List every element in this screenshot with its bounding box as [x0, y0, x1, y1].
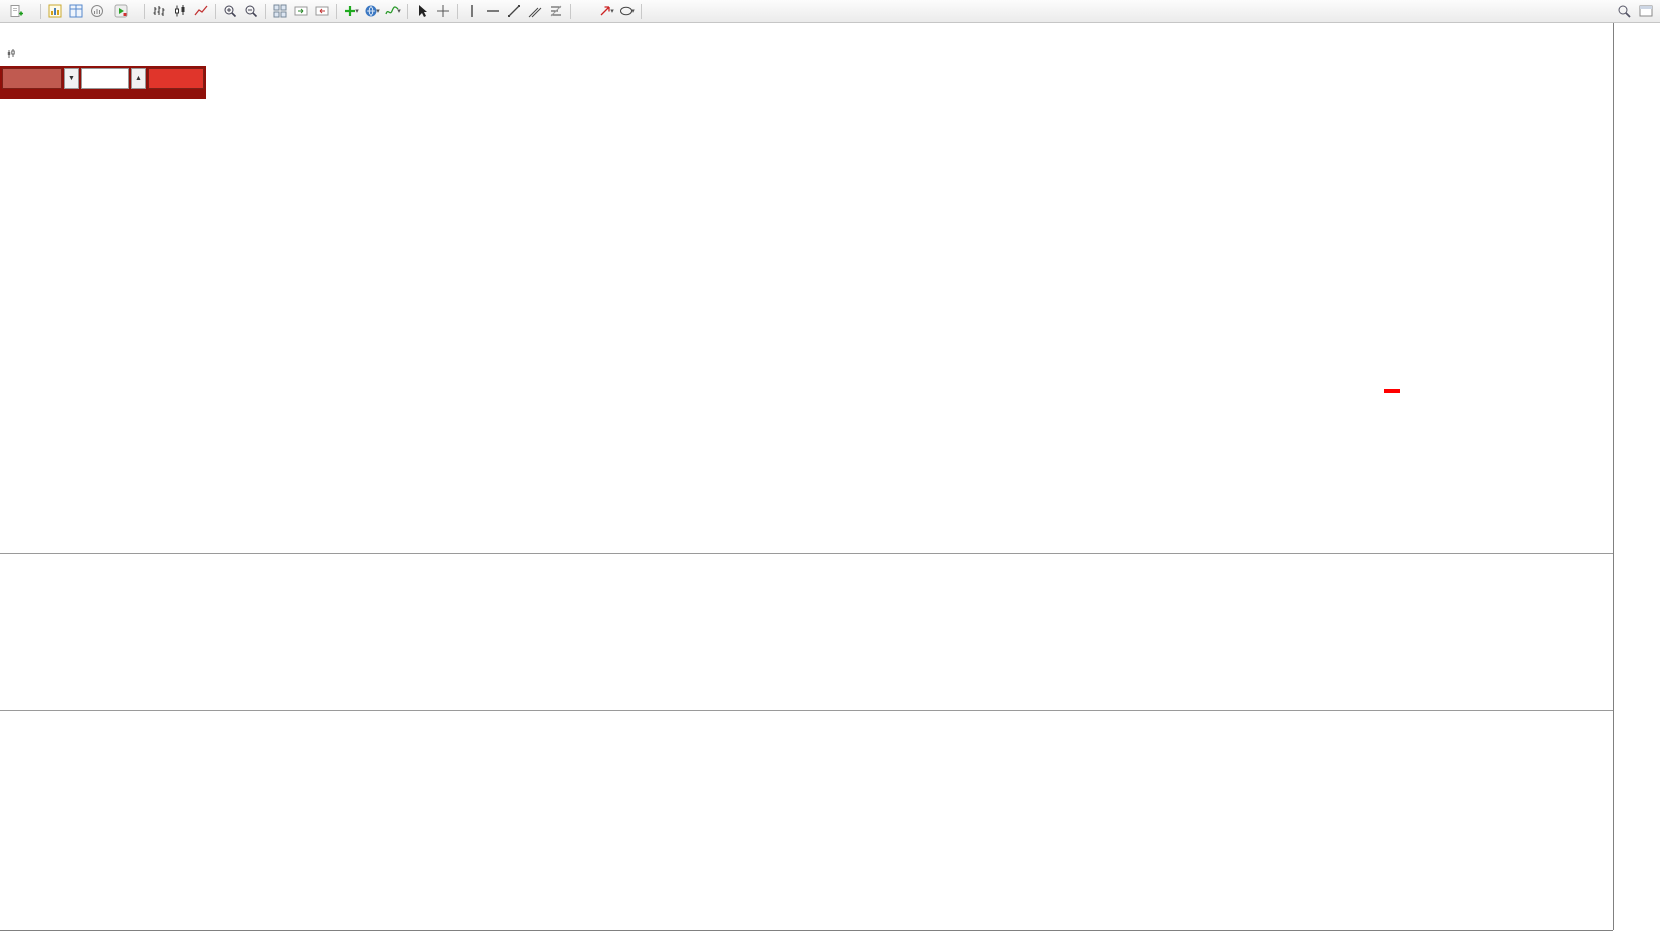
- dropdown-arrow-icon: ▾: [355, 8, 359, 15]
- chart-canvas[interactable]: ▼ ▲: [0, 22, 1660, 944]
- cursor-icon[interactable]: [412, 2, 432, 20]
- pane-separator[interactable]: [0, 553, 1613, 554]
- toolbar-separator: [265, 3, 266, 19]
- toolbar-right-group: [1614, 2, 1656, 20]
- dock-panel-icon[interactable]: [1636, 2, 1656, 20]
- triangle-down-icon: ▼: [68, 75, 75, 82]
- chart-window-icon: [5, 48, 17, 60]
- toolbar-separator: [457, 3, 458, 19]
- tile-windows-icon[interactable]: [270, 2, 290, 20]
- zoom-out-icon[interactable]: [241, 2, 261, 20]
- volume-decrease-button[interactable]: ▼: [64, 68, 79, 89]
- volume-input[interactable]: [82, 69, 128, 88]
- new-chart-dropdown[interactable]: ▾: [341, 2, 361, 20]
- one-click-trading-panel: ▼ ▲: [0, 66, 206, 99]
- toolbar: ▾ ▾ ▾ ▾: [0, 0, 1660, 23]
- channel-icon[interactable]: [525, 2, 545, 20]
- vertical-line-icon[interactable]: [462, 2, 482, 20]
- toolbar-separator: [40, 3, 41, 19]
- toolbar-separator: [336, 3, 337, 19]
- volume-increase-button[interactable]: ▲: [131, 68, 146, 89]
- time-axis[interactable]: [0, 930, 1613, 944]
- line-chart-icon[interactable]: [191, 2, 211, 20]
- market-watch-icon[interactable]: [66, 2, 86, 20]
- charts-icon[interactable]: [45, 2, 65, 20]
- chart-plot: [0, 22, 1660, 944]
- trendline-icon[interactable]: [504, 2, 524, 20]
- volume-field: [81, 68, 129, 89]
- level-price-callout[interactable]: [1384, 389, 1400, 393]
- toolbar-separator: [144, 3, 145, 19]
- candlestick-chart-icon[interactable]: [170, 2, 190, 20]
- arrow-tool-dropdown[interactable]: ▾: [596, 2, 616, 20]
- toolbar-separator: [641, 3, 642, 19]
- pane-separator[interactable]: [0, 710, 1613, 711]
- shapes-tool-dropdown[interactable]: ▾: [617, 2, 637, 20]
- new-order-button[interactable]: [4, 0, 36, 22]
- autotrading-button[interactable]: [108, 0, 140, 22]
- chart-title: [5, 48, 47, 60]
- bar-chart-icon[interactable]: [149, 2, 169, 20]
- price-axis[interactable]: [1613, 22, 1660, 930]
- sell-price: [2, 89, 103, 97]
- chart-shift-icon[interactable]: [312, 2, 332, 20]
- dropdown-arrow-icon: ▾: [376, 8, 380, 15]
- search-icon[interactable]: [1614, 2, 1634, 20]
- new-order-icon: [7, 2, 27, 20]
- data-window-icon[interactable]: [87, 2, 107, 20]
- auto-scroll-icon[interactable]: [291, 2, 311, 20]
- dropdown-arrow-icon: ▾: [397, 8, 401, 15]
- toolbar-separator: [570, 3, 571, 19]
- crosshair-icon[interactable]: [433, 2, 453, 20]
- fibonacci-icon[interactable]: [546, 2, 566, 20]
- triangle-up-icon: ▲: [135, 75, 142, 82]
- buy-button[interactable]: [148, 68, 204, 89]
- profiles-dropdown[interactable]: ▾: [362, 2, 382, 20]
- buy-price: [103, 89, 204, 97]
- toolbar-separator: [215, 3, 216, 19]
- horizontal-line-icon[interactable]: [483, 2, 503, 20]
- autotrading-icon: [111, 2, 131, 20]
- text-tool-button[interactable]: [575, 2, 595, 20]
- sell-button[interactable]: [2, 68, 62, 89]
- toolbar-separator: [407, 3, 408, 19]
- indicators-dropdown[interactable]: ▾: [383, 2, 403, 20]
- dropdown-arrow-icon: ▾: [631, 8, 635, 15]
- zoom-in-icon[interactable]: [220, 2, 240, 20]
- dropdown-arrow-icon: ▾: [610, 8, 614, 15]
